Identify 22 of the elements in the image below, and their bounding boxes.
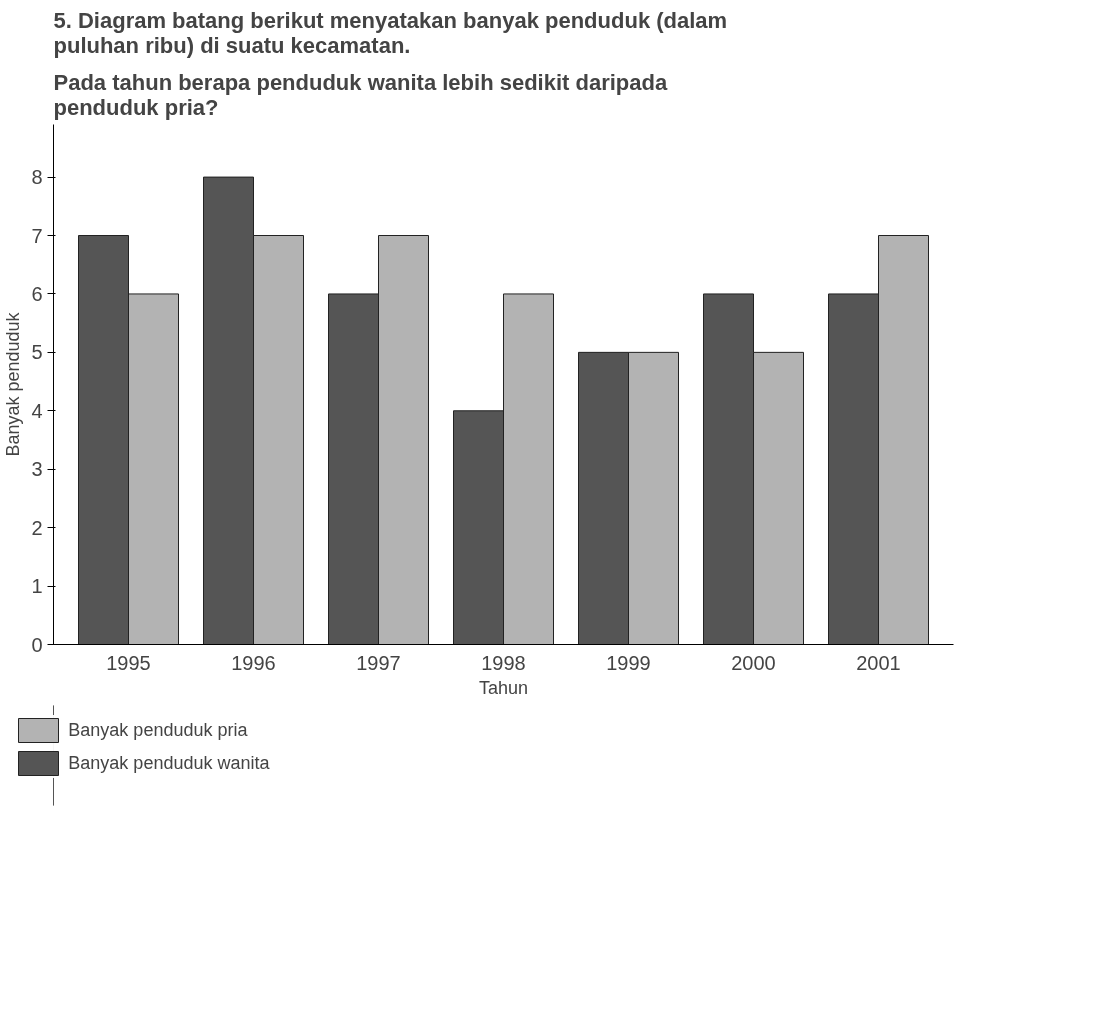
x-tick-label: 1996 xyxy=(231,651,276,674)
x-tick-label: 1999 xyxy=(606,651,651,674)
chart-title: 5. Diagram batang berikut menyatakan banyak penduduk (dalam puluhan ribu) di suatu kecamatan. xyxy=(53,7,728,58)
y-tick-label: 5 xyxy=(31,341,43,364)
y-tick-label: 2 xyxy=(31,516,43,539)
y-tick-label: 0 xyxy=(31,633,43,656)
x-tick-label: 1995 xyxy=(106,651,151,674)
x-tick-label: 1997 xyxy=(356,651,401,674)
legend-label: Banyak penduduk pria xyxy=(68,719,248,741)
y-tick-label: 7 xyxy=(31,224,43,247)
x-tick-label: 2000 xyxy=(731,651,776,674)
x-axis-title: Tahun xyxy=(478,677,529,698)
y-tick-label: 1 xyxy=(31,575,43,598)
x-tick-label: 2001 xyxy=(856,651,901,674)
y-axis-title: Banyak penduduk xyxy=(3,311,24,457)
y-tick-label: 6 xyxy=(31,282,43,305)
y-tick-label: 8 xyxy=(31,166,43,189)
x-tick-label: 1998 xyxy=(481,651,526,674)
y-tick-label: 4 xyxy=(31,399,43,422)
legend-label: Banyak penduduk wanita xyxy=(68,752,270,774)
chart-subtitle: Pada tahun berapa penduduk wanita lebih sedikit daripada penduduk pria? xyxy=(53,69,668,120)
y-tick-label: 3 xyxy=(31,458,43,481)
